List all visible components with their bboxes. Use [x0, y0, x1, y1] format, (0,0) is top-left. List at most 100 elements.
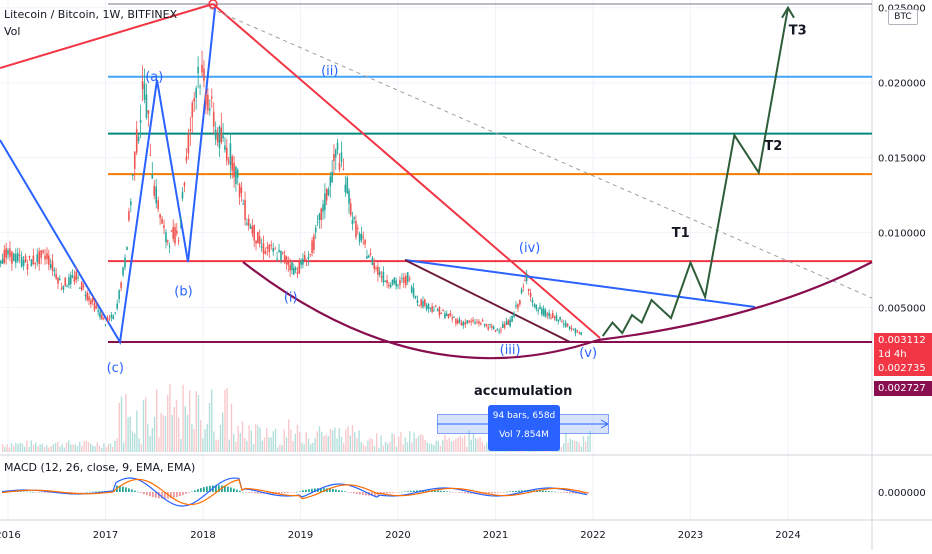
candle-body [333, 154, 335, 162]
measure-bars: 94 bars, 658d [492, 411, 556, 421]
volume-bar [21, 443, 24, 452]
volume-bar [435, 440, 437, 452]
candle-body [157, 200, 159, 210]
time-tick: 2020 [385, 530, 410, 541]
macd-histogram-bar [359, 492, 361, 495]
macd-histogram-bar [194, 490, 196, 492]
candle-body [456, 320, 459, 324]
candle-body [574, 328, 577, 334]
macd-histogram-bar [29, 491, 31, 493]
candle-body [541, 308, 543, 314]
macd-histogram-bar [95, 491, 97, 492]
macd-histogram-bar [248, 492, 250, 493]
volume-bar [354, 431, 356, 452]
candle-body [503, 324, 506, 328]
candle-body [212, 111, 215, 127]
trend-descending-red [212, 3, 601, 339]
candle-body [26, 263, 29, 270]
macd-histogram-bar [287, 492, 289, 493]
volume-bar [299, 431, 301, 452]
volume-bar [230, 403, 233, 452]
volume-bar [70, 444, 72, 452]
volume-bar [580, 446, 582, 452]
candle-body [489, 324, 491, 326]
candle-body [90, 300, 92, 304]
candle-body [429, 307, 432, 309]
volume-bar [268, 437, 270, 452]
candle-body [507, 320, 510, 325]
macd-histogram-bar [23, 491, 25, 492]
price-badge-low: 0.002735 [874, 361, 932, 376]
price-tick: 0.010000 [878, 229, 926, 240]
volume-bar [382, 445, 384, 452]
candle-body [548, 312, 550, 317]
volume-bar [13, 445, 15, 452]
volume-bar [182, 384, 184, 452]
candle-body [470, 321, 472, 323]
candle-body [340, 152, 343, 162]
btc-unit-badge[interactable]: BTC [888, 9, 918, 25]
volume-bar [307, 438, 310, 452]
volume-bar [261, 440, 263, 452]
candle-body [108, 318, 111, 320]
macd-histogram-bar [356, 492, 358, 494]
macd-histogram-bar [257, 492, 259, 494]
volume-bar [336, 438, 338, 452]
macd-histogram-bar [479, 492, 481, 494]
macd-histogram-bar [92, 491, 94, 493]
candle-body [64, 277, 67, 286]
macd-histogram-bar [185, 492, 187, 494]
candle-body [422, 301, 424, 308]
candle-body [524, 280, 526, 282]
volume-bar [479, 436, 481, 452]
macd-histogram-bar [278, 492, 280, 494]
volume-bar [239, 432, 241, 452]
macd-histogram-bar [332, 489, 334, 492]
candle-body [408, 278, 411, 280]
candle-body [282, 252, 284, 254]
macd-histogram-bar [446, 491, 448, 492]
candle-body [500, 329, 502, 331]
candle-body [434, 305, 437, 307]
candle-body [130, 201, 132, 206]
macd-histogram-bar [98, 491, 100, 492]
volume-bar [200, 420, 202, 452]
candle-body [478, 321, 480, 324]
volume-bar [585, 441, 587, 452]
volume-bar [257, 425, 259, 452]
volume-bar [250, 430, 252, 452]
candle-body [498, 331, 500, 333]
volume-bar [409, 431, 411, 452]
candle-body [274, 248, 276, 250]
macd-histogram-bar [461, 492, 463, 494]
macd-histogram-bar [227, 486, 229, 492]
candle-body [168, 246, 171, 248]
candle-body [185, 156, 188, 161]
volume-bar [360, 442, 362, 452]
macd-tick: 0.000000 [878, 488, 926, 499]
candle-body [535, 304, 538, 310]
candle-body [151, 173, 154, 179]
volume-bar [589, 431, 591, 452]
macd-histogram-bar [491, 492, 493, 494]
candle-body [364, 240, 366, 245]
wave-label: (i) [284, 291, 298, 306]
volume-bar [65, 442, 68, 452]
candle-body [576, 330, 579, 332]
volume-bar [226, 388, 228, 452]
candle-body [139, 119, 142, 123]
candle-body [57, 277, 59, 284]
volume-bar [39, 444, 41, 452]
macd-histogram-bar [245, 492, 247, 493]
candle-body [177, 240, 180, 242]
macd-histogram-bar [410, 490, 412, 492]
candle-body [99, 311, 101, 318]
volume-bar [193, 428, 195, 452]
macd-histogram-bar [401, 491, 403, 493]
macd-histogram-bar [182, 492, 184, 496]
volume-bar [241, 421, 244, 452]
volume-bar [54, 443, 57, 452]
candle-body [494, 329, 497, 332]
candle-body [174, 227, 176, 244]
